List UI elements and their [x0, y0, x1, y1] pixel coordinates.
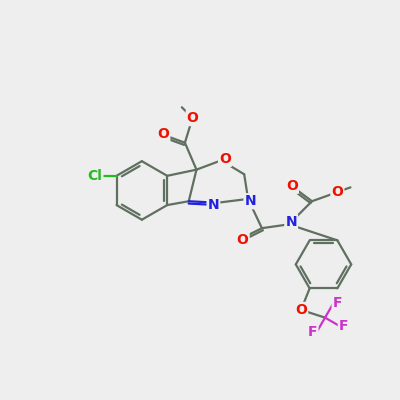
Text: F: F — [339, 319, 348, 333]
Text: N: N — [244, 194, 256, 208]
Text: O: O — [286, 179, 298, 193]
Text: N: N — [208, 198, 219, 212]
Text: O: O — [158, 127, 169, 141]
Text: O: O — [187, 111, 198, 125]
Text: N: N — [285, 215, 297, 229]
Text: F: F — [308, 325, 318, 339]
Text: O: O — [219, 152, 231, 166]
Text: F: F — [333, 296, 342, 310]
Text: O: O — [295, 303, 307, 317]
Text: O: O — [332, 185, 343, 199]
Text: Cl: Cl — [88, 169, 102, 183]
Text: O: O — [237, 233, 248, 247]
